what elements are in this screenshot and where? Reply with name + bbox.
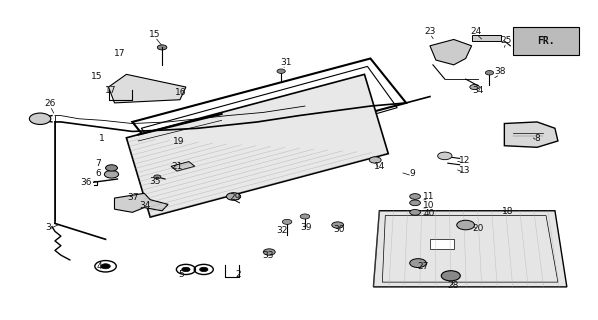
Text: 24: 24: [471, 27, 482, 36]
Text: 26: 26: [44, 99, 56, 108]
Circle shape: [438, 152, 452, 160]
Circle shape: [441, 271, 460, 281]
Text: 33: 33: [263, 251, 274, 260]
Circle shape: [410, 194, 420, 199]
Text: 17: 17: [114, 49, 125, 58]
Circle shape: [105, 171, 118, 178]
Polygon shape: [430, 39, 472, 65]
Circle shape: [282, 219, 292, 224]
Text: 31: 31: [280, 58, 292, 67]
Text: 14: 14: [374, 163, 385, 172]
Circle shape: [106, 165, 117, 171]
Text: 32: 32: [277, 226, 288, 235]
Text: 34: 34: [140, 201, 151, 210]
Polygon shape: [108, 74, 186, 103]
Polygon shape: [171, 162, 195, 171]
Text: 18: 18: [502, 207, 513, 216]
Text: 16: 16: [175, 88, 187, 97]
Text: 27: 27: [417, 262, 429, 271]
Text: 5: 5: [178, 270, 184, 279]
Polygon shape: [126, 74, 388, 217]
Text: 7: 7: [95, 159, 100, 168]
Text: 30: 30: [334, 225, 345, 234]
Text: 40: 40: [423, 209, 434, 219]
Circle shape: [154, 175, 161, 179]
Polygon shape: [373, 211, 567, 287]
Circle shape: [486, 70, 493, 75]
Circle shape: [410, 210, 420, 215]
Text: 17: 17: [105, 86, 116, 95]
Circle shape: [410, 200, 420, 206]
Text: FR.: FR.: [537, 36, 555, 46]
Text: 13: 13: [459, 166, 470, 175]
Text: 6: 6: [95, 169, 100, 178]
Text: 38: 38: [495, 67, 506, 76]
Text: 1: 1: [99, 134, 104, 143]
Circle shape: [369, 157, 381, 163]
Polygon shape: [430, 239, 454, 249]
Text: 28: 28: [447, 281, 458, 290]
Text: 34: 34: [472, 86, 483, 95]
FancyBboxPatch shape: [513, 27, 579, 55]
Text: 21: 21: [171, 163, 182, 172]
Text: 9: 9: [409, 169, 415, 178]
Text: 25: 25: [501, 36, 512, 44]
Text: 29: 29: [229, 193, 240, 202]
Text: 4: 4: [97, 262, 102, 271]
Text: 39: 39: [300, 223, 312, 232]
Text: 35: 35: [150, 177, 161, 186]
Text: 10: 10: [423, 201, 435, 210]
Text: 36: 36: [80, 178, 91, 187]
Circle shape: [470, 84, 480, 90]
Polygon shape: [504, 122, 558, 147]
Polygon shape: [472, 35, 501, 41]
Circle shape: [29, 113, 51, 124]
Text: 15: 15: [150, 30, 161, 39]
Circle shape: [200, 267, 208, 272]
Circle shape: [157, 45, 167, 50]
Circle shape: [457, 220, 475, 230]
Text: 8: 8: [534, 134, 540, 143]
Circle shape: [227, 193, 240, 200]
Circle shape: [410, 259, 426, 268]
Text: 12: 12: [459, 156, 470, 165]
Circle shape: [182, 267, 190, 272]
Text: 11: 11: [423, 192, 435, 201]
Text: 20: 20: [472, 224, 483, 233]
Text: 3: 3: [45, 223, 51, 232]
Circle shape: [300, 214, 310, 219]
Text: 2: 2: [236, 270, 241, 279]
Text: 19: 19: [173, 137, 185, 146]
Circle shape: [277, 69, 285, 73]
Circle shape: [332, 222, 344, 228]
Text: 15: 15: [91, 72, 102, 81]
Text: 37: 37: [128, 193, 139, 202]
Text: 23: 23: [424, 27, 435, 36]
Circle shape: [101, 264, 110, 269]
Polygon shape: [114, 193, 168, 212]
Circle shape: [263, 249, 275, 255]
